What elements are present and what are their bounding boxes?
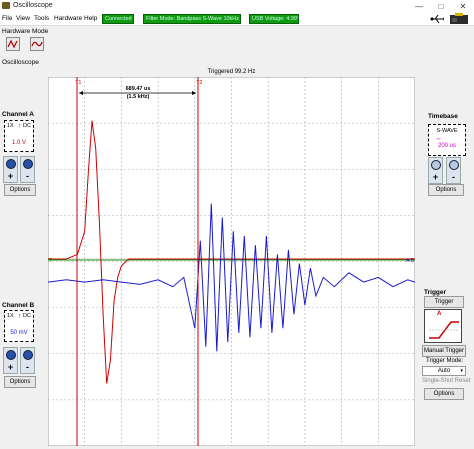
cursor-t1-label: T1	[75, 80, 81, 86]
oscilloscope-label: Oscilloscope	[2, 59, 39, 66]
channel-a-probe: 1X	[7, 123, 14, 129]
scope-plot[interactable]: T1 T2 689.47 us (1.5 kHz) T A B	[48, 77, 415, 446]
grid	[48, 77, 415, 446]
hardware-mode-2-button[interactable]	[30, 37, 44, 51]
timebase-zoom-in-button[interactable]: +	[428, 157, 443, 184]
arrow-right-icon	[192, 91, 196, 95]
channel-a-settings[interactable]: 1X DC ↑ 1.0 V	[4, 120, 34, 152]
channel-b-settings[interactable]: 1X DC ↑ 50 mV	[4, 310, 34, 342]
channel-a-trace	[48, 120, 415, 384]
manual-trigger-button[interactable]: Manual Trigger	[422, 345, 466, 357]
channel-b-coupling: DC	[23, 313, 31, 319]
magnifier-icon	[449, 160, 459, 170]
timebase-title: Timebase	[428, 113, 458, 120]
channel-a-zoom-out-button[interactable]: -	[20, 156, 35, 183]
trigger-mode-label: Trigger Mode:	[426, 358, 464, 364]
channel-a-scale: 1.0 V	[11, 140, 26, 146]
usb-icon	[430, 14, 444, 24]
magnifier-icon	[23, 350, 33, 360]
channel-b-title: Channel B	[2, 302, 35, 309]
menu-tools[interactable]: Tools	[34, 15, 50, 22]
hardware-mode-1-button[interactable]	[6, 37, 20, 51]
channel-a-zoom-in-button[interactable]: +	[3, 156, 18, 183]
timebase-settings[interactable]: S-WAVE ↔ 200 us	[428, 124, 466, 156]
channel-a-options-button[interactable]: Options	[4, 184, 36, 196]
cursor-t2-label: T2	[196, 80, 202, 86]
magnifier-icon	[6, 159, 16, 169]
menu-hardware[interactable]: Hardware	[54, 15, 83, 22]
magnifier-icon	[23, 159, 33, 169]
arrow-left-icon	[79, 91, 83, 95]
trigger-source-a-icon: A	[437, 311, 442, 317]
trigger-edge-settings[interactable]: A	[424, 309, 462, 343]
trigger-status: Triggered 99.2 Hz	[48, 68, 415, 77]
window-title: Oscilloscope	[13, 2, 53, 9]
arrow-up-icon: ↑	[18, 123, 22, 130]
usb-voltage-status: USB Voltage: 4.99V	[249, 14, 299, 24]
oscilloscope-display: Triggered 99.2 Hz T1 T2 689.47 us (1.5 k…	[48, 68, 415, 446]
timebase-zoom-out-button[interactable]: -	[446, 157, 461, 184]
menu-bar: File View Tools Hardware Help Connected …	[0, 12, 474, 26]
trigger-options-button[interactable]: Options	[424, 388, 464, 400]
channel-b-scale: 50 mV	[10, 330, 28, 336]
trigger-marker: T	[49, 258, 52, 264]
timebase-scale: 200 us	[437, 143, 456, 149]
filter-mode-status: Filter Mode: Bandpass S-Wave 10kHz	[143, 14, 241, 24]
app-icon	[2, 2, 10, 9]
trigger-mode-select[interactable]: Auto ▾	[422, 366, 466, 376]
title-bar: Oscilloscope — □ ✕	[0, 0, 474, 12]
arrow-left-right-icon: ↔	[435, 135, 442, 142]
channel-b-zoom-in-button[interactable]: +	[3, 347, 18, 374]
menu-help[interactable]: Help	[84, 15, 98, 22]
connected-status: Connected	[102, 14, 134, 24]
single-shot-reset-button[interactable]: Single-Shot Reset	[422, 378, 471, 384]
channel-b-zoom-out-button[interactable]: -	[20, 347, 35, 374]
delta-frequency-label: (1.5 kHz)	[127, 94, 150, 100]
menu-view[interactable]: View	[16, 15, 30, 22]
magnifier-icon	[6, 350, 16, 360]
channel-b-trace	[48, 203, 415, 352]
arrow-up-icon: ↑	[18, 313, 22, 320]
minimize-icon[interactable]: —	[415, 1, 423, 11]
timebase-mode: S-WAVE	[436, 128, 458, 134]
timebase-options-button[interactable]: Options	[428, 184, 464, 196]
delta-time-label: 689.47 us	[126, 86, 151, 92]
channel-a-coupling: DC	[23, 123, 31, 129]
maximize-icon[interactable]: □	[438, 1, 444, 11]
waveform-icon	[7, 39, 18, 49]
trigger-title: Trigger	[424, 289, 447, 296]
window-controls: — □ ✕	[408, 0, 474, 12]
channel-b-options-button[interactable]: Options	[4, 376, 36, 388]
trigger-button[interactable]: Trigger	[424, 296, 464, 308]
waveform-icon	[31, 41, 43, 47]
device-board-icon	[450, 13, 468, 24]
menu-file[interactable]: File	[2, 15, 13, 22]
hardware-mode-label: Hardware Mode	[2, 28, 49, 35]
magnifier-icon	[431, 160, 441, 170]
channel-b-probe: 1X	[7, 313, 14, 319]
close-icon[interactable]: ✕	[459, 1, 467, 11]
rising-edge-icon	[429, 321, 459, 339]
chevron-down-icon: ▾	[460, 368, 463, 374]
level-marker: A B	[406, 258, 414, 264]
channel-a-title: Channel A	[2, 111, 34, 118]
